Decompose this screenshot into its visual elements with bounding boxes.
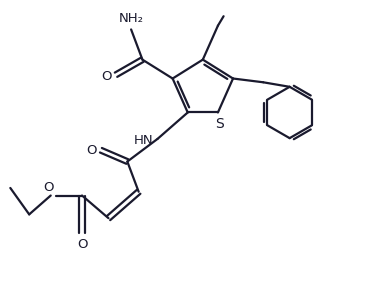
Text: O: O — [86, 144, 97, 157]
Text: O: O — [77, 238, 87, 251]
Text: S: S — [215, 117, 224, 131]
Text: HN: HN — [133, 134, 153, 147]
Text: NH₂: NH₂ — [119, 12, 144, 25]
Text: O: O — [101, 70, 111, 83]
Text: O: O — [43, 180, 54, 194]
